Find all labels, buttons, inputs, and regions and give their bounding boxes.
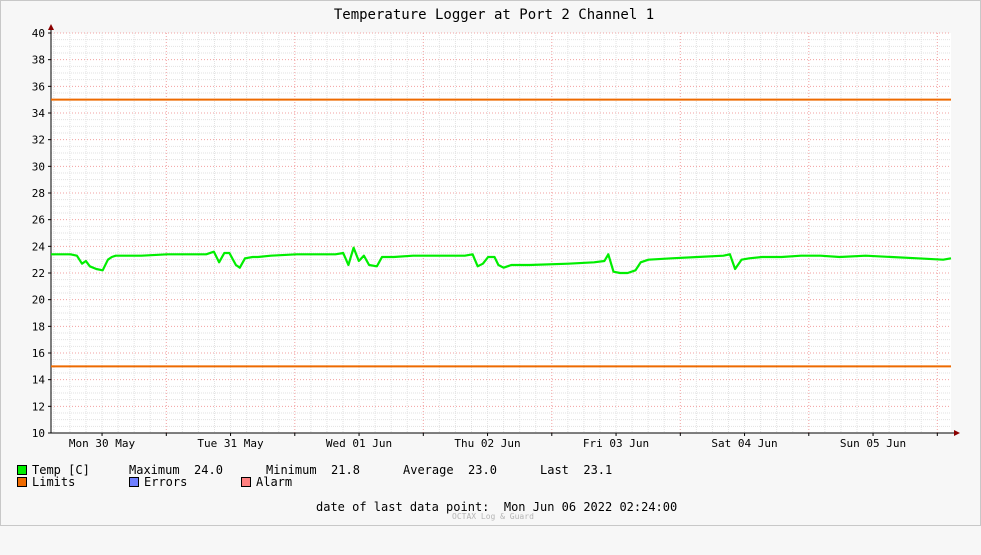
stat-average: Average 23.0 (403, 464, 497, 477)
y-axis-arrow (48, 24, 54, 30)
y-tick-label: 28 (32, 187, 45, 200)
min-value: 21.8 (331, 463, 360, 477)
legend-alarm: Alarm (241, 476, 292, 489)
x-tick-label: Wed 01 Jun (326, 437, 392, 450)
x-tick-label: Thu 02 Jun (454, 437, 520, 450)
y-tick-label: 36 (32, 80, 45, 93)
y-tick-label: 30 (32, 160, 45, 173)
legend-limits-label: Limits (32, 475, 76, 489)
y-tick-label: 32 (32, 134, 45, 147)
max-value: 24.0 (194, 463, 223, 477)
last-data-point: date of last data point: Mon Jun 06 2022… (316, 500, 677, 514)
y-tick-label: 16 (32, 347, 45, 360)
avg-value: 23.0 (468, 463, 497, 477)
y-tick-label: 26 (32, 214, 45, 227)
legend-temp-label: Temp [C] (32, 463, 90, 477)
last-label: Last (540, 463, 569, 477)
last-point-label: date of last data point: (316, 500, 490, 514)
last-point-value: Mon Jun 06 2022 02:24:00 (503, 500, 678, 514)
legend-row-1: Temp [C] Maximum 24.0 Minimum 21.8 Avera… (17, 464, 612, 477)
chart-frame: Temperature Logger at Port 2 Channel 1 1… (0, 0, 981, 526)
stat-last: Last 23.1 (540, 464, 612, 477)
stat-minimum: Minimum 21.8 (266, 464, 360, 477)
alarm-swatch (241, 476, 251, 487)
temp-series-line (51, 246, 952, 275)
legend-errors-label: Errors (144, 475, 188, 489)
y-tick-label: 20 (32, 294, 45, 307)
legend-temp: Temp [C] (17, 464, 90, 477)
legend-limits: Limits (17, 476, 75, 489)
legend-errors: Errors (129, 476, 187, 489)
x-axis-arrow (954, 430, 960, 436)
x-axis: Mon 30 May Tue 31 May Wed 01 Jun Thu 02 Jun… (51, 430, 960, 450)
stat-maximum: Maximum 24.0 (129, 464, 223, 477)
watermark: OCTAX Log & Guard (452, 512, 534, 521)
min-label: Minimum (266, 463, 317, 477)
x-tick-label: Sun 05 Jun (840, 437, 906, 450)
chart-grid (51, 32, 951, 433)
series-layer (51, 246, 952, 275)
y-tick-label: 14 (32, 374, 46, 387)
limit-lines (51, 98, 951, 368)
y-tick-label: 38 (32, 54, 45, 67)
y-tick-label: 18 (32, 320, 45, 333)
limits-swatch (17, 476, 27, 487)
x-tick-label: Tue 31 May (197, 437, 264, 450)
y-tick-label: 34 (32, 107, 46, 120)
x-tick-label: Mon 30 May (69, 437, 136, 450)
avg-label: Average (403, 463, 454, 477)
max-label: Maximum (129, 463, 180, 477)
legend-row-2: Limits Errors Alarm (17, 476, 292, 489)
x-tick-label: Fri 03 Jun (583, 437, 649, 450)
y-axis: 10 12 14 16 18 20 22 24 26 28 30 32 34 36 38 40 (32, 24, 54, 440)
y-tick-label: 40 (32, 27, 45, 40)
last-value: 23.1 (583, 463, 613, 477)
y-tick-label: 12 (32, 400, 45, 413)
y-tick-label: 24 (32, 240, 46, 253)
temperature-chart: Temperature Logger at Port 2 Channel 1 1… (32, 7, 960, 450)
legend-alarm-label: Alarm (256, 475, 293, 489)
chart-title: Temperature Logger at Port 2 Channel 1 (334, 7, 654, 23)
x-tick-label: Sat 04 Jun (711, 437, 777, 450)
y-tick-label: 10 (32, 427, 45, 440)
errors-swatch (129, 476, 139, 487)
temp-swatch (17, 464, 27, 475)
y-tick-label: 22 (32, 267, 45, 280)
